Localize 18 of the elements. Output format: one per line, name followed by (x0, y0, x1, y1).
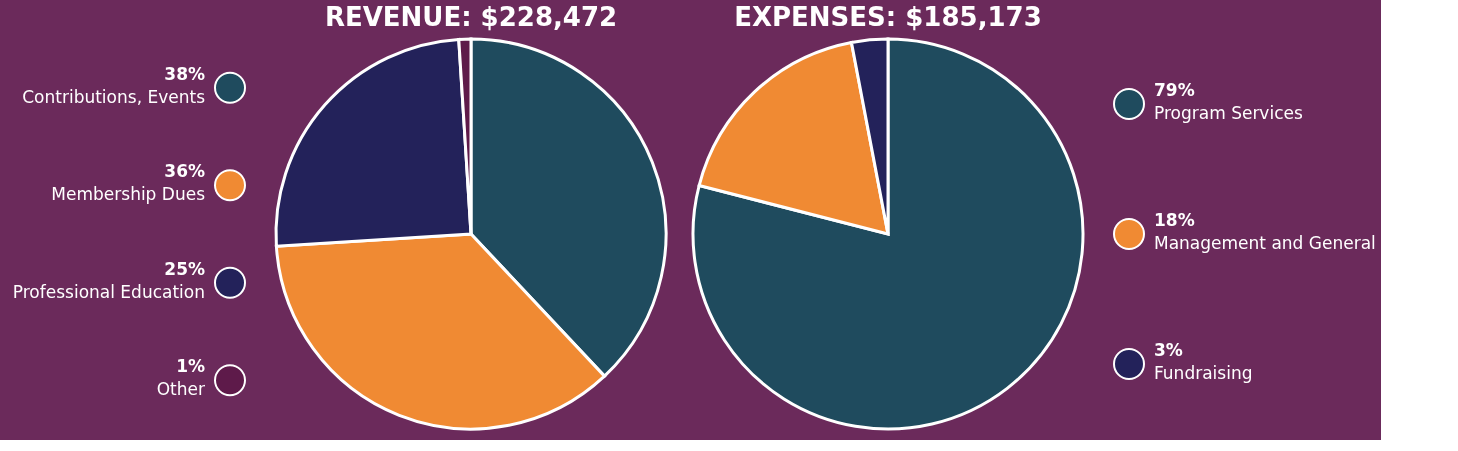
legend-label: Fundraising (1154, 363, 1253, 383)
data-label: 18% (1154, 210, 1195, 230)
legend-label: Contributions, Events (22, 86, 206, 107)
data-label: 79% (1154, 80, 1195, 100)
data-label: 36% (164, 161, 205, 182)
data-label: 3% (1154, 340, 1183, 360)
data-label: 38% (164, 63, 205, 84)
data-label: 25% (164, 258, 205, 279)
pie-slice (697, 40, 890, 236)
legend-label: Management and General (1154, 233, 1376, 253)
pie-slice (691, 37, 1085, 431)
chart-title: REVENUE: $228,472 (324, 2, 618, 32)
legend-label: Program Services (1154, 103, 1303, 123)
data-label: 1% (176, 356, 205, 377)
chart-title: EXPENSES: $185,173 (734, 2, 1042, 32)
legend-label: Professional Education (12, 281, 205, 302)
legend-label: Other (156, 379, 205, 400)
legend-label: Membership Dues (51, 184, 206, 205)
